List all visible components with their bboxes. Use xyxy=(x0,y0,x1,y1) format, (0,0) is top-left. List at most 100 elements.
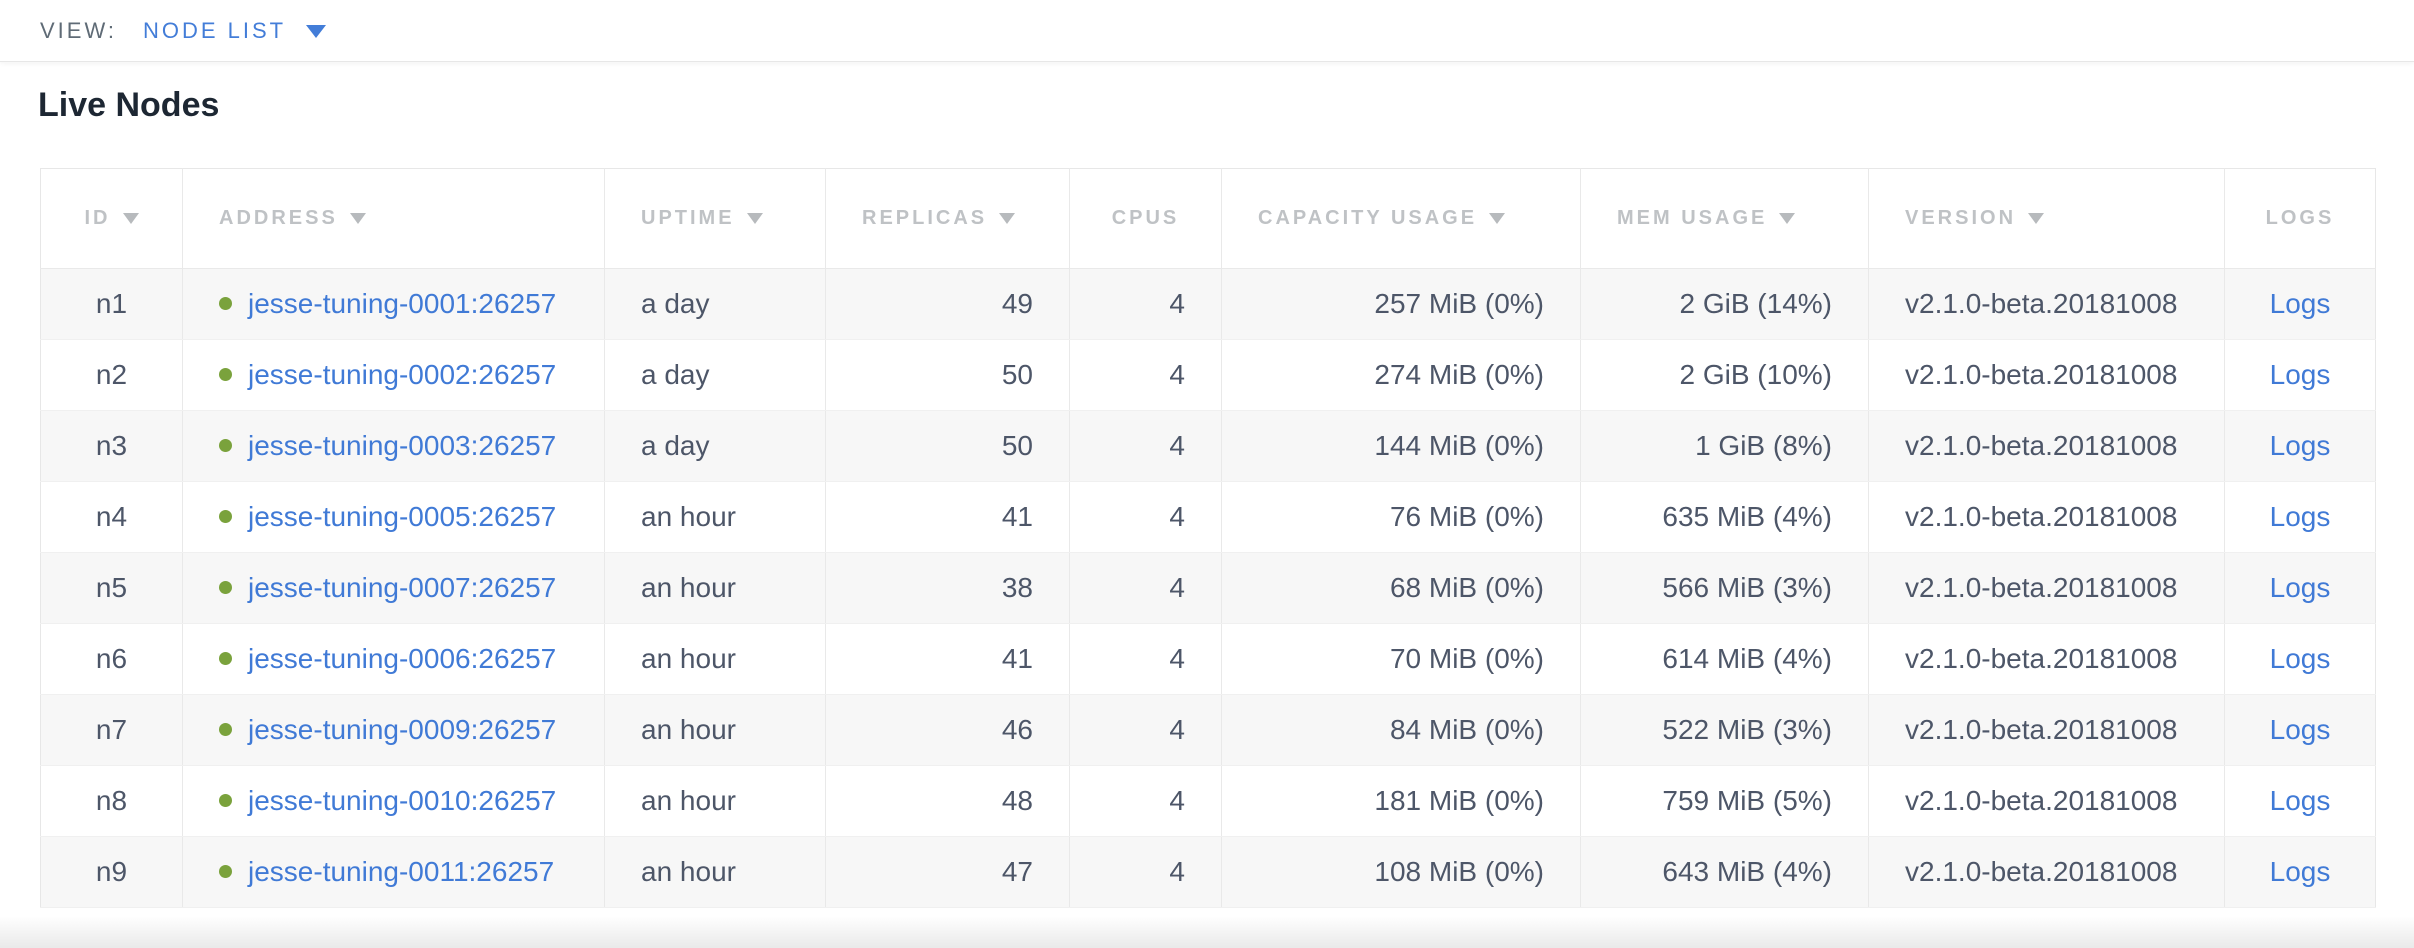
cell-mem: 522 MiB (3%) xyxy=(1580,694,1869,766)
sort-descending-icon xyxy=(1779,213,1796,224)
page-title: Live Nodes xyxy=(38,86,220,124)
node-address-link[interactable]: jesse-tuning-0007:26257 xyxy=(248,572,557,603)
logs-link[interactable]: Logs xyxy=(2269,430,2331,461)
cell-cpus: 4 xyxy=(1069,623,1222,695)
node-address-link[interactable]: jesse-tuning-0009:26257 xyxy=(248,714,557,745)
logs-link[interactable]: Logs xyxy=(2269,572,2331,603)
column-header-replicas[interactable]: REPLICAS xyxy=(825,168,1070,269)
node-address-link[interactable]: jesse-tuning-0001:26257 xyxy=(248,288,557,319)
cell-version: v2.1.0-beta.20181008 xyxy=(1868,410,2225,482)
table-row: n4 jesse-tuning-0005:26257 an hour 41 4 76 Mi… xyxy=(40,481,2376,553)
cell-version: v2.1.0-beta.20181008 xyxy=(1868,623,2225,695)
logs-link[interactable]: Logs xyxy=(2269,643,2331,674)
cell-cpus: 4 xyxy=(1069,836,1222,908)
cell-id: n7 xyxy=(40,694,183,766)
cell-logs: Logs xyxy=(2224,694,2376,766)
cell-address: jesse-tuning-0001:26257 xyxy=(182,268,605,340)
table-row: n7 jesse-tuning-0009:26257 an hour 46 4 84 Mi… xyxy=(40,694,2376,766)
cell-mem: 566 MiB (3%) xyxy=(1580,552,1869,624)
cell-cpus: 4 xyxy=(1069,339,1222,411)
column-header-mem[interactable]: MEM USAGE xyxy=(1580,168,1869,269)
cell-cpus: 4 xyxy=(1069,268,1222,340)
cell-capacity: 181 MiB (0%) xyxy=(1221,765,1581,837)
cell-address: jesse-tuning-0002:26257 xyxy=(182,339,605,411)
logs-link[interactable]: Logs xyxy=(2269,288,2331,319)
node-address-link[interactable]: jesse-tuning-0005:26257 xyxy=(248,501,557,532)
logs-link[interactable]: Logs xyxy=(2269,856,2331,887)
logs-link[interactable]: Logs xyxy=(2269,501,2331,532)
cell-mem: 1 GiB (8%) xyxy=(1580,410,1869,482)
node-address-link[interactable]: jesse-tuning-0010:26257 xyxy=(248,785,557,816)
cell-replicas: 47 xyxy=(825,836,1070,908)
column-header-capacity[interactable]: CAPACITY USAGE xyxy=(1221,168,1581,269)
cell-replicas: 41 xyxy=(825,623,1070,695)
cell-id: n9 xyxy=(40,836,183,908)
node-address-link[interactable]: jesse-tuning-0011:26257 xyxy=(248,856,555,887)
cell-logs: Logs xyxy=(2224,268,2376,340)
cell-logs: Logs xyxy=(2224,836,2376,908)
cell-capacity: 108 MiB (0%) xyxy=(1221,836,1581,908)
caret-down-icon xyxy=(306,25,327,38)
column-header-label: CPUS xyxy=(1111,207,1180,229)
cell-address: jesse-tuning-0007:26257 xyxy=(182,552,605,624)
cell-uptime: an hour xyxy=(604,552,826,624)
column-header-label: UPTIME xyxy=(641,207,735,229)
column-header-label: MEM USAGE xyxy=(1617,207,1768,229)
cell-address: jesse-tuning-0009:26257 xyxy=(182,694,605,766)
cell-uptime: an hour xyxy=(604,765,826,837)
sort-descending-icon xyxy=(349,213,366,224)
node-live-status-dot xyxy=(219,652,232,666)
cell-logs: Logs xyxy=(2224,552,2376,624)
cell-replicas: 46 xyxy=(825,694,1070,766)
view-mode-dropdown[interactable]: NODE LIST xyxy=(142,17,327,44)
cell-logs: Logs xyxy=(2224,765,2376,837)
node-live-status-dot xyxy=(219,297,232,311)
node-live-status-dot xyxy=(219,865,232,879)
cell-logs: Logs xyxy=(2224,623,2376,695)
sort-descending-icon xyxy=(999,213,1016,224)
column-header-label: ID xyxy=(84,207,111,229)
column-header-label: REPLICAS xyxy=(862,207,988,229)
cell-address: jesse-tuning-0005:26257 xyxy=(182,481,605,553)
column-header-address[interactable]: ADDRESS xyxy=(182,168,605,269)
node-address-link[interactable]: jesse-tuning-0003:26257 xyxy=(248,430,557,461)
sort-descending-icon xyxy=(122,213,139,224)
column-header-label: LOGS xyxy=(2265,207,2335,229)
node-live-status-dot xyxy=(219,510,232,524)
cell-mem: 635 MiB (4%) xyxy=(1580,481,1869,553)
table-row: n2 jesse-tuning-0002:26257 a day 50 4 274 MiB… xyxy=(40,339,2376,411)
bottom-shadow xyxy=(0,916,2414,948)
cell-mem: 759 MiB (5%) xyxy=(1580,765,1869,837)
logs-link[interactable]: Logs xyxy=(2269,359,2331,390)
cell-mem: 643 MiB (4%) xyxy=(1580,836,1869,908)
cell-address: jesse-tuning-0010:26257 xyxy=(182,765,605,837)
cell-capacity: 70 MiB (0%) xyxy=(1221,623,1581,695)
column-header-uptime[interactable]: UPTIME xyxy=(604,168,826,269)
cell-replicas: 48 xyxy=(825,765,1070,837)
node-address-link[interactable]: jesse-tuning-0002:26257 xyxy=(248,359,557,390)
cell-mem: 614 MiB (4%) xyxy=(1580,623,1869,695)
column-header-id[interactable]: ID xyxy=(40,168,183,269)
table-row: n3 jesse-tuning-0003:26257 a day 50 4 144 MiB… xyxy=(40,410,2376,482)
logs-link[interactable]: Logs xyxy=(2269,785,2331,816)
view-mode-selected-value: NODE LIST xyxy=(142,17,287,43)
table-row: n5 jesse-tuning-0007:26257 an hour 38 4 68 Mi… xyxy=(40,552,2376,624)
logs-link[interactable]: Logs xyxy=(2269,714,2331,745)
column-header-label: VERSION xyxy=(1905,207,2017,229)
sort-descending-icon xyxy=(746,213,763,224)
cell-replicas: 38 xyxy=(825,552,1070,624)
cell-uptime: an hour xyxy=(604,836,826,908)
cell-replicas: 41 xyxy=(825,481,1070,553)
cell-version: v2.1.0-beta.20181008 xyxy=(1868,339,2225,411)
cell-version: v2.1.0-beta.20181008 xyxy=(1868,694,2225,766)
cell-replicas: 49 xyxy=(825,268,1070,340)
view-label: VIEW: xyxy=(40,17,117,43)
cell-logs: Logs xyxy=(2224,339,2376,411)
node-address-link[interactable]: jesse-tuning-0006:26257 xyxy=(248,643,557,674)
cell-address: jesse-tuning-0011:26257 xyxy=(182,836,605,908)
cell-capacity: 144 MiB (0%) xyxy=(1221,410,1581,482)
column-header-version[interactable]: VERSION xyxy=(1868,168,2225,269)
table-header-row: ID ADDRESS UPTIME REPLICAS CPUS CAPACITY USAG… xyxy=(40,168,2376,269)
cell-mem: 2 GiB (14%) xyxy=(1580,268,1869,340)
cell-uptime: a day xyxy=(604,339,826,411)
